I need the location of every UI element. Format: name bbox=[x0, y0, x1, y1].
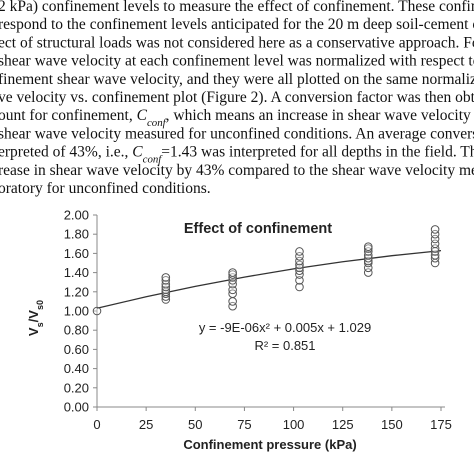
text-run: C bbox=[137, 107, 148, 124]
text-line: 2 kPa) confinement levels to measure the… bbox=[0, 0, 474, 15]
text-run: 2 kPa) confinement levels to measure the… bbox=[0, 0, 474, 15]
text-run: , which means an increase in shear wave … bbox=[166, 107, 474, 124]
trendline bbox=[96, 249, 442, 309]
text-run: respond to the confinement levels antici… bbox=[0, 16, 474, 33]
text-line: shear wave velocity at each confinement … bbox=[0, 53, 474, 70]
trendline-equation: y = -9E-06x² + 0.005x + 1.029 bbox=[199, 320, 371, 335]
text-run: conf bbox=[147, 117, 168, 129]
y-tick-label: 1.80 bbox=[64, 227, 89, 242]
data-point bbox=[228, 268, 237, 277]
x-axis-label: Confinement pressure (kPa) bbox=[183, 437, 356, 452]
y-tick-label: 0.00 bbox=[64, 400, 89, 415]
y-tick-label: 1.60 bbox=[64, 246, 89, 261]
text-run: ount for confinement, bbox=[0, 107, 137, 124]
text-run: =1.43 was interpreted for all depths in … bbox=[161, 144, 474, 161]
text-run: shear wave velocity measured for unconfi… bbox=[0, 125, 474, 142]
data-point bbox=[228, 285, 237, 295]
text-run: s bbox=[35, 322, 45, 327]
text-run: /V bbox=[26, 310, 41, 323]
y-tick-label: 1.00 bbox=[64, 304, 89, 319]
data-point bbox=[295, 275, 304, 285]
text-run: erpreted of 43%, i.e., bbox=[0, 144, 132, 161]
x-tick-label: 150 bbox=[381, 417, 403, 432]
text-run: rease in shear wave velocity by 43% comp… bbox=[0, 162, 474, 179]
data-point bbox=[363, 253, 373, 263]
y-tick-label: 0.40 bbox=[64, 361, 89, 376]
y-tick-label: 2.00 bbox=[64, 208, 89, 223]
y-tick-label: 0.80 bbox=[64, 323, 89, 338]
text-line: shear wave velocity measured for unconfi… bbox=[0, 125, 474, 142]
x-tick-label: 175 bbox=[430, 417, 452, 432]
data-point bbox=[295, 282, 304, 292]
plot: 0.00 0.20 0.40 0.60 0.80 1.00 1.20 1.40 1.60 1.80… bbox=[26, 208, 452, 433]
text-line: rease in shear wave velocity by 43% comp… bbox=[0, 162, 474, 179]
text-run: V bbox=[26, 327, 41, 336]
data-point bbox=[295, 266, 304, 275]
text-run: finement shear wave velocity, and they w… bbox=[0, 71, 474, 88]
text-line: ve velocity vs. confinement plot (Figure… bbox=[0, 89, 474, 106]
x-tick-label: 0 bbox=[93, 417, 100, 432]
x-tick-label: 50 bbox=[188, 417, 202, 432]
text-run: conf bbox=[143, 154, 164, 166]
text-run: shear wave velocity at each confinement … bbox=[0, 53, 474, 70]
x-tick-label: 75 bbox=[237, 417, 251, 432]
data-point bbox=[430, 253, 440, 263]
data-point bbox=[161, 273, 171, 282]
data-point bbox=[161, 285, 171, 295]
x-tick-label: 100 bbox=[283, 417, 305, 432]
chart-title: Effect of confinement bbox=[184, 221, 332, 237]
text-line: oratory for unconfined conditions. bbox=[0, 180, 211, 197]
text-run: C bbox=[132, 144, 143, 161]
data-point bbox=[92, 306, 102, 316]
text-line: respond to the confinement levels antici… bbox=[0, 16, 474, 33]
y-tick-label: 0.20 bbox=[64, 380, 89, 395]
data-point bbox=[430, 225, 440, 234]
text-run: ect of structural loads was not consider… bbox=[0, 34, 474, 51]
text-run: s0 bbox=[35, 300, 45, 310]
x-tick-label: 25 bbox=[139, 417, 153, 432]
text-run: ve velocity vs. confinement plot (Figure… bbox=[0, 89, 474, 106]
y-tick-label: 1.40 bbox=[64, 265, 89, 280]
r-squared: R² = 0.851 bbox=[254, 338, 315, 353]
text-line: finement shear wave velocity, and they w… bbox=[0, 71, 474, 88]
text-line: ount for confinement, Cconf, which means… bbox=[0, 107, 474, 129]
text-line: erpreted of 43%, i.e., Cconf=1.43 was in… bbox=[0, 144, 474, 166]
data-point bbox=[161, 282, 171, 292]
y-tick-label: 1.20 bbox=[64, 284, 89, 299]
data-point bbox=[295, 247, 304, 256]
y-tick-label: 0.60 bbox=[64, 342, 89, 357]
text-run: oratory for unconfined conditions. bbox=[0, 180, 211, 197]
text-line: ect of structural loads was not consider… bbox=[0, 34, 474, 51]
y-axis-label: Vs/Vs0 bbox=[26, 300, 45, 336]
data-point bbox=[363, 256, 373, 266]
data-point bbox=[363, 242, 373, 251]
data-point bbox=[161, 275, 171, 285]
data-point bbox=[295, 263, 304, 273]
data-point bbox=[228, 297, 237, 306]
x-tick-label: 125 bbox=[332, 417, 354, 432]
paragraph: 2 kPa) confinement levels to measure the… bbox=[0, 0, 474, 197]
